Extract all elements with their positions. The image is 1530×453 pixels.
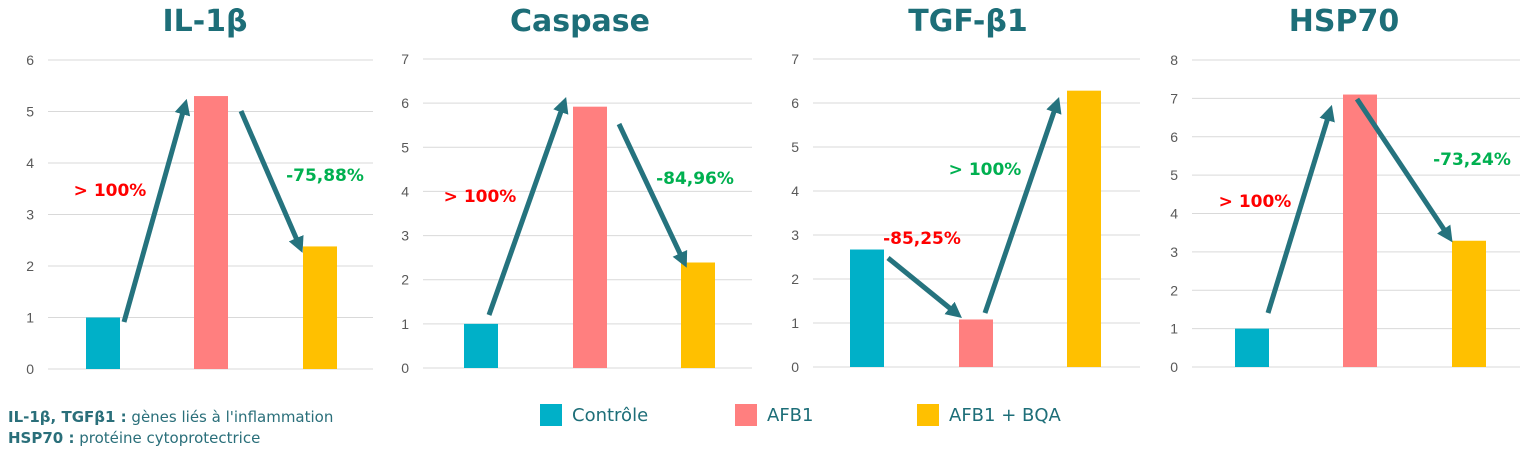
y-tick-label: 1 bbox=[401, 316, 409, 332]
legend-swatch bbox=[735, 404, 757, 426]
y-tick-label: 5 bbox=[401, 139, 409, 155]
bar-afb1 bbox=[194, 96, 228, 370]
legend: Contrôle AFB1 AFB1 + BQA bbox=[540, 404, 1061, 426]
bar-afb1 bbox=[959, 319, 993, 367]
change-label: > 100% bbox=[949, 160, 1022, 180]
change-label: -73,24% bbox=[1433, 150, 1511, 170]
change-label: > 100% bbox=[74, 181, 147, 201]
y-tick-label: 1 bbox=[26, 310, 34, 326]
y-tick-label: 4 bbox=[1170, 206, 1178, 222]
y-tick-label: 0 bbox=[791, 359, 799, 375]
y-tick-label: 0 bbox=[1170, 359, 1178, 375]
y-tick-label: 2 bbox=[26, 258, 34, 274]
legend-item-controle: Contrôle bbox=[540, 404, 735, 426]
legend-label: AFB1 + BQA bbox=[949, 404, 1061, 426]
change-label: -75,88% bbox=[286, 166, 364, 186]
change-label: > 100% bbox=[444, 187, 517, 207]
bar-afb1 bbox=[573, 106, 607, 368]
y-tick-label: 6 bbox=[791, 95, 799, 111]
y-tick-label: 3 bbox=[401, 228, 409, 244]
y-tick-label: 7 bbox=[401, 51, 409, 67]
footnote-term: HSP70 : bbox=[8, 429, 75, 447]
chart-title: IL-1β bbox=[162, 4, 247, 39]
footnote-term: IL-1β, TGFβ1 : bbox=[8, 408, 127, 426]
legend-item-afb1-bqa: AFB1 + BQA bbox=[917, 404, 1061, 426]
y-tick-label: 1 bbox=[1170, 321, 1178, 337]
change-arrow bbox=[238, 110, 304, 253]
bar-afb1-bqa bbox=[681, 262, 715, 368]
y-tick-label: 5 bbox=[26, 104, 34, 120]
y-tick-label: 4 bbox=[401, 183, 409, 199]
y-tick-label: 2 bbox=[401, 272, 409, 288]
footnote-line-2: HSP70 : protéine cytoprotectrice bbox=[8, 429, 260, 447]
change-arrow bbox=[121, 98, 191, 323]
y-tick-label: 3 bbox=[26, 207, 34, 223]
y-tick-label: 7 bbox=[791, 51, 799, 67]
bar-afb1-bqa bbox=[303, 246, 337, 369]
y-tick-label: 8 bbox=[1170, 52, 1178, 68]
footnote-desc: gènes liés à l'inflammation bbox=[126, 408, 334, 426]
bar-contr-le bbox=[850, 249, 884, 367]
bar-afb1-bqa bbox=[1452, 240, 1486, 367]
change-arrow bbox=[982, 96, 1062, 314]
change-arrow bbox=[616, 122, 688, 268]
legend-label: AFB1 bbox=[767, 404, 814, 426]
y-tick-label: 1 bbox=[791, 315, 799, 331]
change-arrow bbox=[886, 256, 962, 319]
chart-title: Caspase bbox=[510, 4, 650, 39]
bar-contr-le bbox=[86, 317, 120, 369]
y-tick-label: 4 bbox=[791, 183, 799, 199]
y-tick-label: 5 bbox=[791, 139, 799, 155]
legend-item-afb1: AFB1 bbox=[735, 404, 917, 426]
footnote-line-1: IL-1β, TGFβ1 : gènes liés à l'inflammati… bbox=[8, 408, 333, 426]
change-arrow bbox=[1265, 104, 1335, 314]
y-tick-label: 0 bbox=[401, 360, 409, 376]
y-tick-label: 6 bbox=[26, 52, 34, 68]
y-tick-label: 2 bbox=[791, 271, 799, 287]
y-tick-label: 6 bbox=[401, 95, 409, 111]
y-tick-label: 3 bbox=[1170, 244, 1178, 260]
y-tick-label: 7 bbox=[1170, 90, 1178, 106]
change-arrow bbox=[486, 96, 569, 316]
y-tick-label: 4 bbox=[26, 155, 34, 171]
bar-contr-le bbox=[1235, 328, 1269, 367]
change-label: -85,25% bbox=[883, 229, 961, 249]
y-tick-label: 5 bbox=[1170, 167, 1178, 183]
bar-contr-le bbox=[464, 323, 498, 368]
footnote-desc: protéine cytoprotectrice bbox=[74, 429, 261, 447]
y-tick-label: 6 bbox=[1170, 129, 1178, 145]
chart-title: TGF-β1 bbox=[908, 4, 1027, 39]
y-tick-label: 0 bbox=[26, 361, 34, 377]
legend-swatch bbox=[540, 404, 562, 426]
chart-title: HSP70 bbox=[1289, 4, 1399, 39]
legend-label: Contrôle bbox=[572, 404, 649, 426]
y-tick-label: 2 bbox=[1170, 282, 1178, 298]
y-tick-label: 3 bbox=[791, 227, 799, 243]
legend-swatch bbox=[917, 404, 939, 426]
change-label: > 100% bbox=[1219, 192, 1292, 212]
change-label: -84,96% bbox=[656, 169, 734, 189]
bar-afb1-bqa bbox=[1067, 90, 1101, 368]
change-arrow bbox=[1354, 97, 1453, 243]
bar-afb1 bbox=[1343, 94, 1377, 367]
